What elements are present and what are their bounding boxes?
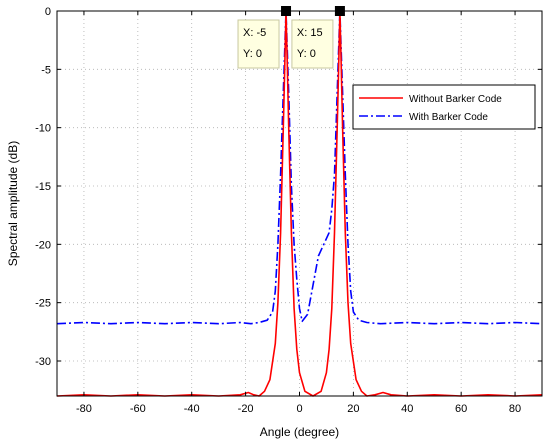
x-tick-label: 0 [296,403,302,415]
datatip-box [237,19,280,69]
x-tick-label: -20 [238,403,254,415]
x-tick-label: 60 [455,403,467,415]
x-tick-label: 40 [401,403,413,415]
x-tick-label: -40 [184,403,200,415]
series-line-without-barker [56,10,543,397]
x-tick-label: -60 [130,403,146,415]
datatip-peak-right[interactable]: X: 15 Y: 0 [291,6,345,69]
y-tick-label: -25 [35,298,51,310]
y-tick-label: 0 [45,6,51,18]
legend-label-without-barker: Without Barker Code [409,94,502,105]
y-axis-label: Spectral amplitude (dB) [6,141,20,266]
datatip-y-value: Y: 0 [297,48,316,60]
datatip-marker[interactable] [334,6,345,16]
x-tick-label: 80 [509,403,521,415]
x-axis-label: Angle (degree) [260,425,339,439]
datatip-peak-left[interactable]: X: -5 Y: 0 [237,6,292,69]
y-tick-label: -20 [35,239,51,251]
ticks: -80 -60 -40 -20 0 20 40 60 80 0 -5 -10 -15 -20 -25 -30 [35,6,542,415]
x-tick-label: -80 [76,403,92,415]
series-line-with-barker [56,10,543,325]
datatip-marker[interactable] [281,6,292,16]
grid [57,11,542,396]
series-layer [56,10,543,397]
datatip-box [291,19,334,69]
y-tick-label: -30 [35,356,51,368]
y-tick-label: -15 [35,181,51,193]
datatip-x-value: X: -5 [243,27,266,39]
x-tick-label: 20 [347,403,359,415]
legend-box [352,84,536,130]
y-tick-label: -10 [35,123,51,135]
legend-label-with-barker: With Barker Code [409,112,488,123]
datatip-x-value: X: 15 [297,27,323,39]
datatip-y-value: Y: 0 [243,48,262,60]
legend: Without Barker Code With Barker Code [352,84,536,130]
y-tick-label: -5 [41,64,51,76]
